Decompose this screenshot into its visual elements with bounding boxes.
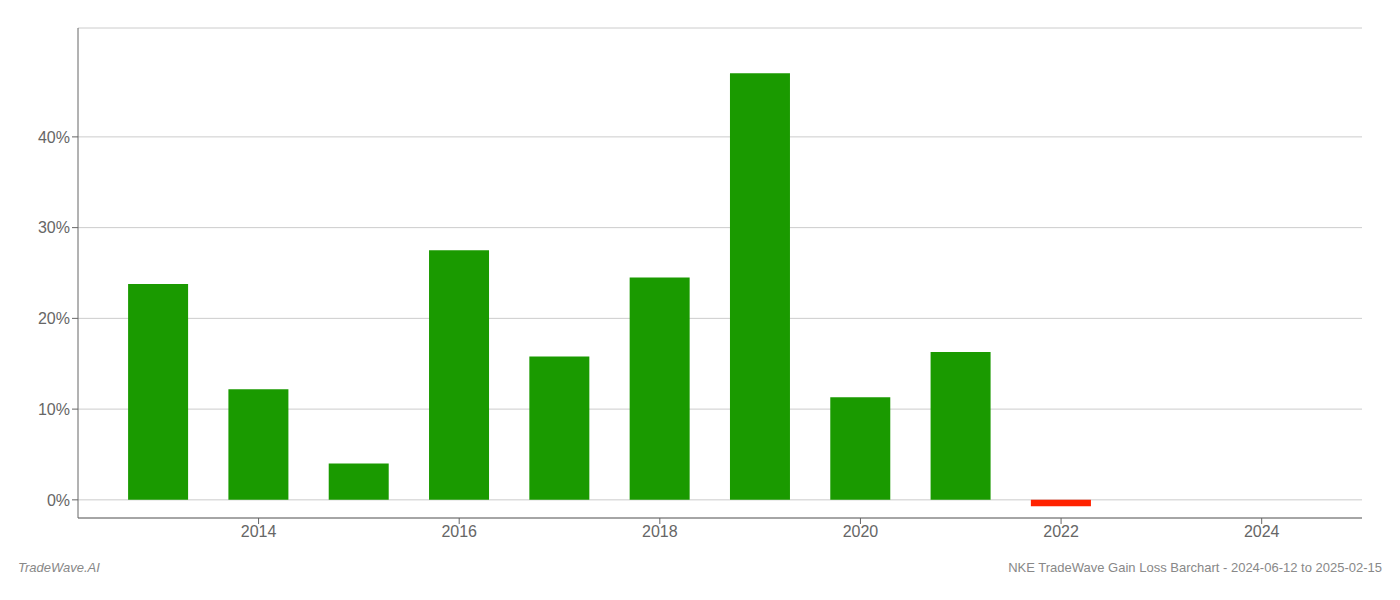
- svg-text:30%: 30%: [38, 219, 70, 236]
- svg-text:2024: 2024: [1244, 523, 1280, 540]
- svg-text:20%: 20%: [38, 310, 70, 327]
- svg-text:2020: 2020: [843, 523, 879, 540]
- svg-text:2022: 2022: [1043, 523, 1079, 540]
- svg-text:40%: 40%: [38, 129, 70, 146]
- svg-text:2014: 2014: [241, 523, 277, 540]
- html-text:TradeWave.AI: TradeWave.AI: [18, 560, 100, 575]
- svg-text:2016: 2016: [441, 523, 477, 540]
- svg-text:10%: 10%: [38, 401, 70, 418]
- svg-text:2018: 2018: [642, 523, 678, 540]
- svg-text:0%: 0%: [47, 492, 70, 509]
- html-text:NKE TradeWave Gain Loss Barcha: NKE TradeWave Gain Loss Barchart - 2024-…: [1008, 560, 1382, 575]
